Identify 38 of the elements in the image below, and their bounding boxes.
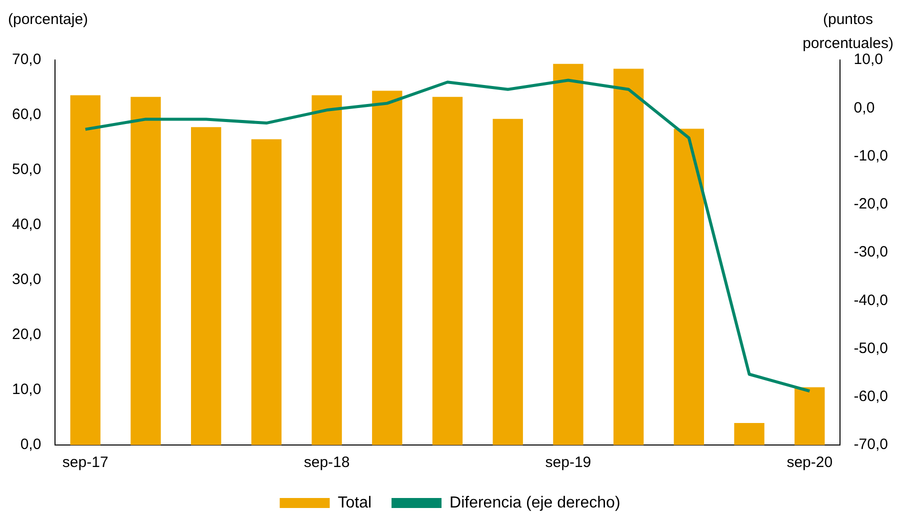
bar (492, 118, 523, 445)
y-tick-label: 50,0 (12, 161, 42, 178)
x-tick-label: sep-17 (62, 454, 108, 472)
bar (190, 127, 222, 445)
legend-label: Diferencia (eje derecho) (450, 494, 620, 512)
y2-tick-label: 0,0 (854, 99, 875, 116)
bar (251, 139, 282, 445)
bar (794, 387, 825, 445)
y-tick-label: 30,0 (12, 271, 42, 288)
x-tick-label: sep-18 (304, 454, 350, 472)
y-axis-title: (porcentaje) (8, 11, 88, 28)
bar (312, 95, 342, 445)
y-tick-label: 70,0 (12, 51, 42, 68)
bar (70, 95, 100, 445)
y2-tick-label: -10,0 (854, 147, 888, 164)
y-tick-label: 40,0 (12, 216, 42, 234)
x-tick-label: sep-19 (545, 454, 592, 472)
bar (432, 96, 463, 445)
y2-tick-label: -60,0 (854, 388, 888, 406)
x-tick-label: sep-20 (786, 454, 833, 472)
y2-axis-title: (puntos porcentuales) (802, 11, 894, 52)
y2-tick-label: -50,0 (854, 340, 888, 357)
y2-tick-label: -30,0 (854, 244, 888, 261)
y2-tick-label: -20,0 (854, 196, 888, 213)
y-tick-label: 60,0 (12, 106, 42, 124)
bar (130, 96, 161, 445)
bar (674, 128, 704, 445)
bar (613, 68, 644, 445)
y-tick-label: 20,0 (12, 326, 42, 344)
y2-tick-label: -70,0 (854, 436, 888, 454)
y2-tick-label: -40,0 (854, 292, 888, 309)
bar (553, 64, 584, 445)
y-tick-label: 10,0 (12, 381, 42, 398)
bar (734, 423, 764, 445)
y-tick-label: 0,0 (20, 436, 42, 454)
bar (372, 90, 402, 445)
legend-label: Total (338, 494, 372, 512)
y2-tick-label: 10,0 (854, 51, 884, 68)
